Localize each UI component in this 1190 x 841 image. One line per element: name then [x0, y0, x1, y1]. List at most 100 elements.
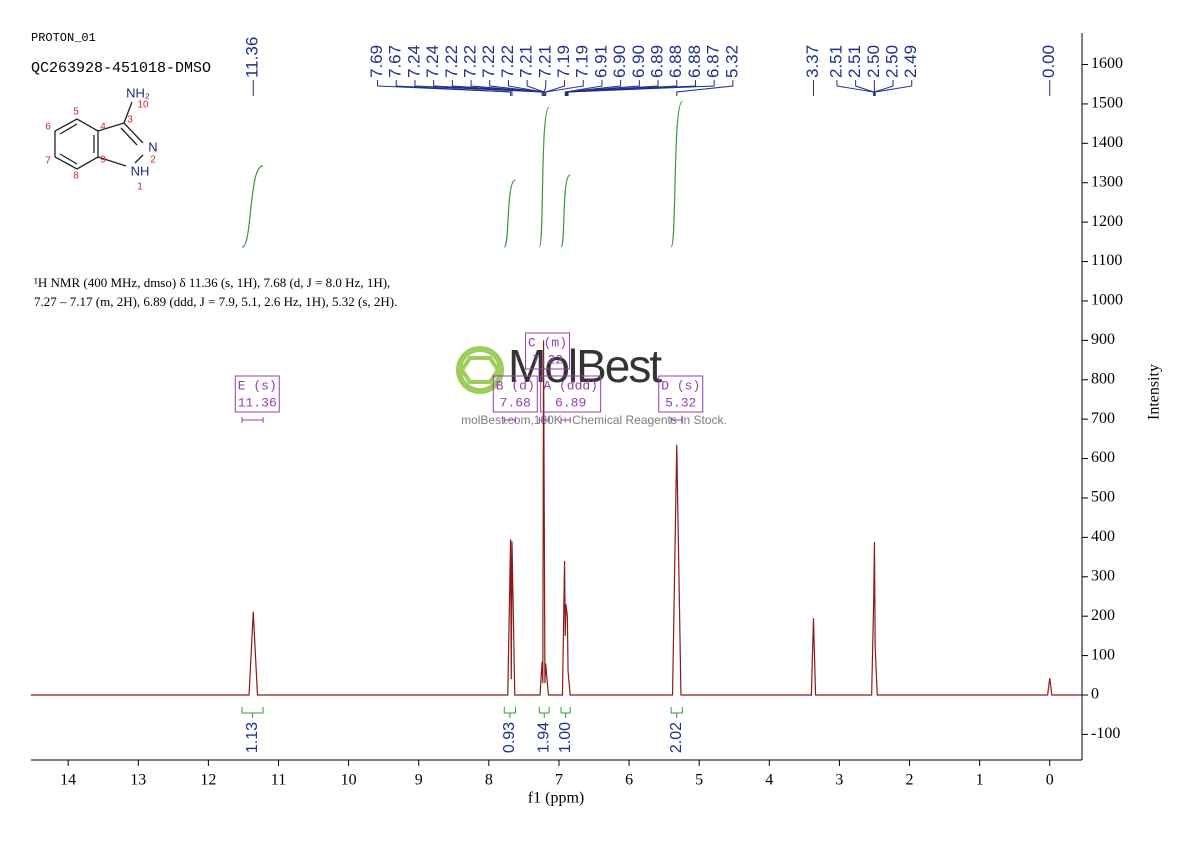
multiplet-box: [234, 375, 280, 413]
y-tick-label: -100: [1091, 725, 1120, 742]
peak-label: 7.24: [404, 45, 423, 78]
integral-label: 1.94: [535, 722, 552, 753]
y-tick-label: 1600: [1091, 55, 1123, 72]
y-tick-label: 0: [1091, 686, 1099, 703]
multiplet-name: A (ddd): [543, 378, 598, 393]
multiplet-name: E (s): [238, 378, 277, 393]
peak-label: 2.49: [901, 45, 920, 78]
atom-label: NH: [131, 163, 150, 178]
integral-label: 2.02: [668, 722, 685, 753]
peak-connector: [545, 80, 584, 96]
multiplet-box: [540, 375, 602, 413]
peak-label: 2.50: [883, 45, 902, 78]
structure-bonds: [54, 101, 144, 170]
watermark: MolBest molBest.com,180K+ Chemical Reagen…: [456, 340, 727, 427]
multiplet-shift: 5.32: [665, 395, 696, 410]
peak-label: 7.22: [442, 45, 461, 78]
peak-label: 3.37: [803, 45, 822, 78]
peak-label: 2.51: [845, 45, 864, 78]
peak-label: 7.67: [386, 45, 405, 78]
x-tick-label: 6: [625, 772, 633, 789]
peak-connector: [395, 80, 513, 96]
integral-label: 1.00: [557, 722, 574, 753]
multiplet-name: C (m): [528, 335, 567, 350]
y-tick-label: 500: [1091, 489, 1115, 506]
y-tick-label: 300: [1091, 567, 1115, 584]
x-tick-label: 14: [60, 772, 76, 789]
multiplet-range: [560, 417, 571, 423]
y-tick-label: 700: [1091, 410, 1115, 427]
peak-label: 5.32: [722, 45, 741, 78]
atom-label: 9: [100, 155, 106, 166]
peak-label: 6.90: [610, 45, 629, 78]
x-tick-label: 7: [555, 772, 563, 789]
y-tick-label: 1200: [1091, 213, 1123, 230]
peak-connector: [565, 80, 640, 96]
peak-label: 7.69: [367, 45, 386, 78]
bond: [123, 101, 133, 124]
peak-connector: [433, 80, 543, 96]
benzene: [54, 118, 99, 170]
y-tick-label: 200: [1091, 607, 1115, 624]
y-tick-label: 1400: [1091, 134, 1123, 151]
y-tick-label: 1500: [1091, 95, 1123, 112]
integral-bracket: [560, 707, 571, 718]
atom-label: 10: [137, 100, 149, 111]
bond: [59, 153, 78, 165]
multiplet-shift: 7.68: [500, 395, 531, 410]
x-tick-label: 2: [906, 772, 914, 789]
peak-label: 6.87: [704, 45, 723, 78]
x-tick-label: 10: [341, 772, 357, 789]
y-tick-label: 400: [1091, 528, 1115, 545]
y-tick-label: 1100: [1091, 252, 1122, 269]
peak-label: 7.22: [461, 45, 480, 78]
multiplet-name: D (s): [661, 378, 700, 393]
bond: [134, 154, 144, 164]
peak-label: 2.51: [826, 45, 845, 78]
description-line: ¹H NMR (400 MHz, dmso) δ 11.36 (s, 1H), …: [34, 275, 390, 290]
atom-label: N: [148, 139, 157, 154]
peak-label: 7.19: [554, 45, 573, 78]
x-tick-label: 13: [130, 772, 146, 789]
peak-connector: [543, 80, 547, 96]
peak-label: 11.36: [243, 37, 262, 78]
peak-label: 6.88: [685, 45, 704, 78]
integral-curve: [503, 179, 516, 248]
tagline: molBest.com,180K+ Chemical Reagents In S…: [461, 413, 727, 427]
atom-label: NH₂: [126, 85, 150, 100]
bond: [120, 127, 138, 146]
x-tick-label: 4: [765, 772, 773, 789]
peak-connector: [566, 80, 659, 96]
multiplet-box: [492, 375, 538, 413]
multiplet-shift: 7.22: [532, 352, 563, 367]
integral-label: 1.13: [244, 722, 261, 753]
peak-label: 7.21: [517, 45, 536, 78]
logo: [456, 346, 504, 394]
experiment: PROTON_01: [31, 31, 96, 45]
integral-label: 0.93: [501, 722, 518, 753]
multiplet-range: [241, 417, 264, 423]
x-tick-label: 9: [415, 772, 423, 789]
integral-curve: [670, 100, 683, 248]
x-tick-label: 5: [695, 772, 703, 789]
multiplet-box: [525, 332, 571, 370]
bond: [59, 123, 78, 135]
atom-label: 3: [127, 115, 133, 126]
atom-label: 4: [100, 122, 106, 133]
peak-label: 6.91: [591, 45, 610, 78]
multiplet-name: B (d): [496, 378, 535, 393]
y-tick-label: 800: [1091, 370, 1115, 387]
integral-curve: [241, 165, 264, 248]
atom-label: 8: [73, 171, 79, 182]
peak-connector: [567, 80, 715, 96]
y-tick-label: 100: [1091, 646, 1115, 663]
integral-curve: [560, 174, 571, 248]
bond: [97, 156, 127, 167]
multiplet-shift: 6.89: [555, 395, 586, 410]
x-tick-label: 12: [200, 772, 216, 789]
atom-label: 2: [150, 155, 156, 166]
peak-connector: [545, 80, 566, 96]
y-tick-label: 1000: [1091, 292, 1123, 309]
x-axis-label: f1 (ppm): [528, 790, 584, 807]
